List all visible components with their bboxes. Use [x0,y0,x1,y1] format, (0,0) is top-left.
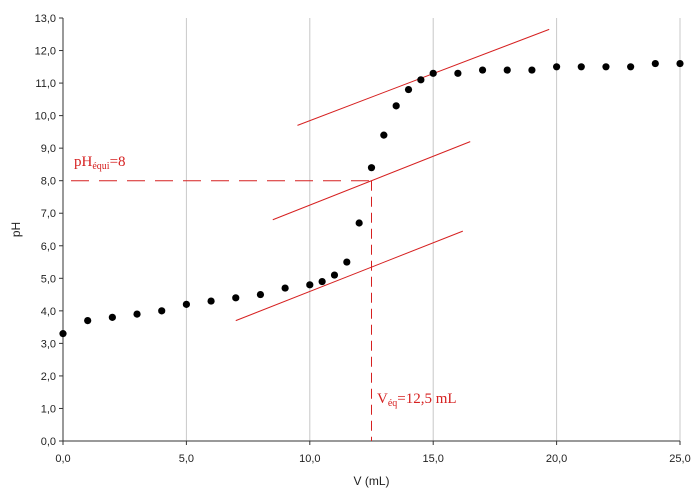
x-axis-title: V (mL) [354,474,390,488]
y-tick-label: 4,0 [41,306,56,318]
data-point [207,297,215,305]
x-tick-label: 20,0 [546,453,567,465]
volume-label-prefix: V [377,391,388,407]
x-tick-label: 5,0 [179,453,194,465]
data-point [392,102,400,110]
y-tick-label: 8,0 [41,176,56,188]
data-point [429,69,437,77]
x-tick-label: 25,0 [669,453,690,465]
data-point [84,317,92,325]
data-point [627,63,635,71]
data-point [651,59,659,68]
data-point [602,63,610,71]
y-tick-label: 3,0 [41,338,56,350]
y-tick-label: 10,0 [35,111,56,123]
data-point [256,290,265,299]
data-point [478,66,487,74]
y-tick-label: 5,0 [41,273,56,285]
ph-label-prefix: pH [74,154,93,170]
data-point [503,66,511,74]
y-tick-label: 12,0 [35,46,56,58]
data-point [343,258,351,266]
data-point [417,76,425,84]
data-point [676,59,684,68]
ph-equivalence-label: pHéqui=8 [74,154,126,172]
equivalence-guides [71,180,372,441]
y-tick-label: 2,0 [41,371,56,383]
data-point [367,164,376,172]
data-point [318,277,326,286]
data-point [380,131,388,139]
x-tick-label: 10,0 [299,453,320,465]
volume-label-subscript: éq [388,398,397,409]
data-point [404,85,413,94]
x-tick-labels: 0,0 5,0 10,0 15,0 20,0 25,0 [55,441,691,465]
ph-label-subscript: équi [92,161,109,172]
x-tick-label: 15,0 [422,453,443,465]
ph-label-value: =8 [110,154,126,170]
grid-lines [185,18,681,441]
data-point [59,330,67,338]
data-point [577,63,585,71]
data-point [232,294,240,302]
y-axis-title: pH [9,222,23,237]
y-tick-labels: 0,0 1,0 2,0 3,0 4,0 5,0 6,0 7,0 8,0 9,0 10,0 11,0 12… [35,13,63,448]
y-tick-label: 7,0 [41,208,56,220]
volume-equivalence-label: Véq=12,5 mL [377,391,457,409]
data-point [553,63,561,71]
data-point [281,284,289,292]
tangent-line [235,230,463,322]
data-point [306,281,314,289]
data-point [182,300,190,308]
data-point [528,66,536,74]
volume-label-value: =12,5 mL [397,391,456,407]
data-point [355,219,363,227]
data-point [133,310,141,318]
y-tick-label: 6,0 [41,241,56,253]
y-tick-label: 11,0 [35,78,56,90]
data-point [158,307,166,315]
y-tick-label: 1,0 [41,403,56,415]
data-point [108,313,116,321]
y-tick-label: 0,0 [41,436,56,448]
data-point [454,69,462,77]
data-point [330,271,339,279]
tangent-lines [235,28,550,322]
x-tick-label: 0,0 [55,453,70,465]
y-tick-label: 13,0 [35,13,56,25]
y-tick-label: 9,0 [41,143,56,155]
data-points [59,59,684,338]
